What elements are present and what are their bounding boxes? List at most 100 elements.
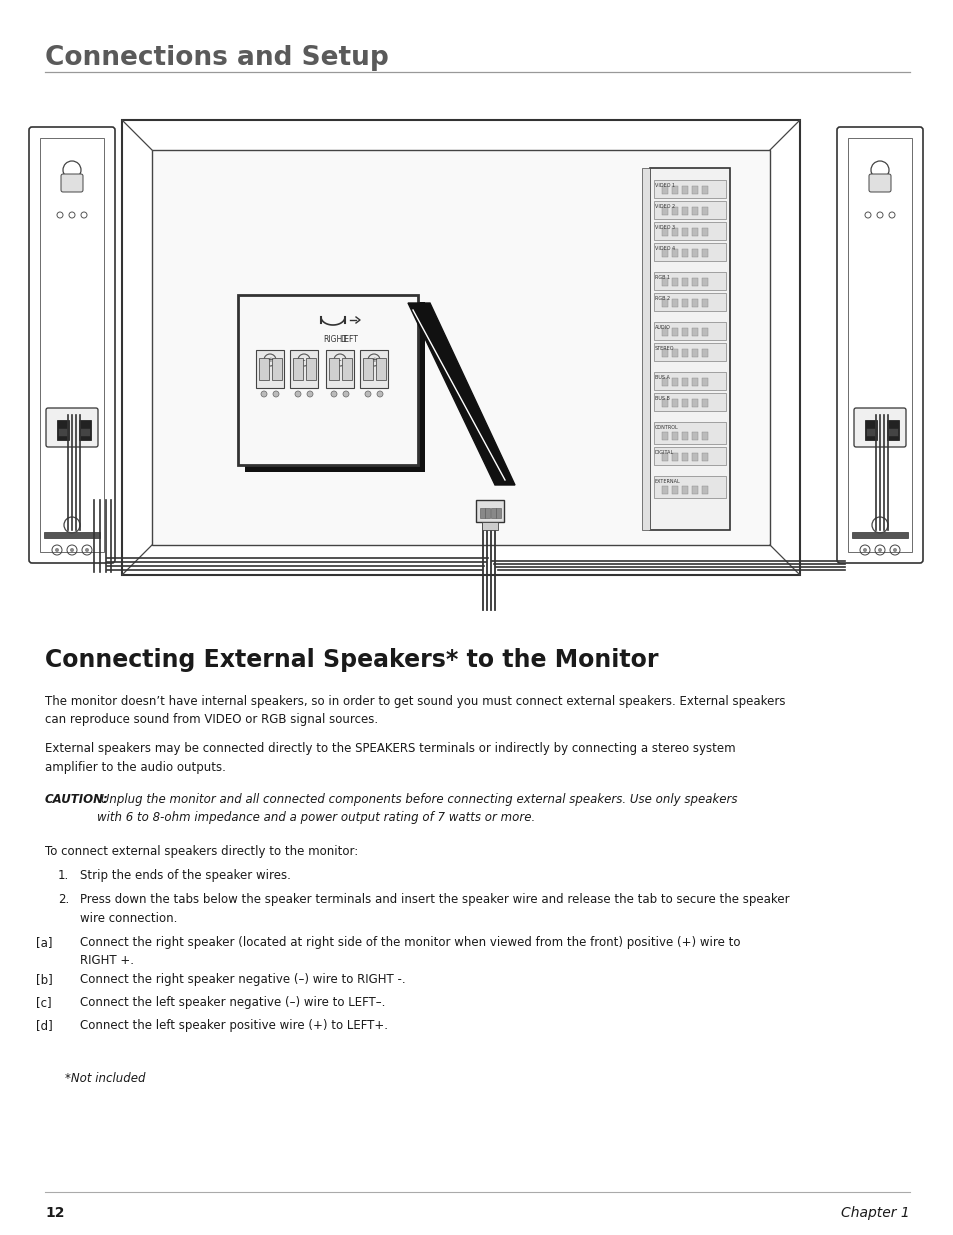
Bar [654, 322, 725, 340]
Bar [701, 350, 707, 357]
Bar [654, 343, 725, 361]
Text: External speakers may be connected directly to the SPEAKERS terminals or indirec: External speakers may be connected direc… [45, 742, 735, 773]
Bar [691, 299, 698, 308]
Bar [661, 378, 667, 387]
Polygon shape [408, 303, 515, 485]
Bar [484, 508, 490, 517]
Circle shape [376, 391, 382, 396]
Circle shape [294, 391, 301, 396]
Bar [691, 487, 698, 494]
Bar [691, 432, 698, 440]
Bar [80, 429, 90, 436]
Text: +: + [371, 357, 376, 363]
Circle shape [331, 391, 336, 396]
Bar [306, 358, 315, 380]
Text: Connections and Setup: Connections and Setup [45, 44, 388, 70]
Text: 1.: 1. [58, 869, 70, 882]
Bar [79, 420, 91, 440]
Bar [671, 278, 678, 287]
Bar [681, 432, 687, 440]
Bar [654, 293, 725, 311]
Bar [864, 420, 876, 440]
Circle shape [307, 391, 313, 396]
Text: DIGITAL: DIGITAL [655, 450, 674, 454]
Text: Chapter 1: Chapter 1 [841, 1207, 909, 1220]
Bar [40, 138, 104, 552]
Bar [851, 532, 907, 538]
Bar [681, 207, 687, 215]
Bar [152, 149, 769, 545]
Bar [681, 487, 687, 494]
Text: Unplug the monitor and all connected components before connecting external speak: Unplug the monitor and all connected com… [97, 793, 737, 825]
Bar [654, 272, 725, 290]
Bar [671, 399, 678, 408]
Bar [341, 358, 352, 380]
Bar [329, 358, 338, 380]
Bar [701, 299, 707, 308]
Circle shape [343, 391, 349, 396]
Circle shape [261, 391, 267, 396]
Text: Connect the right speaker negative (–) wire to RIGHT -.: Connect the right speaker negative (–) w… [80, 973, 405, 986]
FancyBboxPatch shape [853, 408, 905, 447]
Bar [886, 420, 898, 440]
Bar [671, 329, 678, 336]
Circle shape [273, 391, 278, 396]
Bar [654, 422, 725, 445]
Text: AUDIO: AUDIO [655, 325, 670, 330]
Bar [363, 358, 373, 380]
Bar [701, 278, 707, 287]
Circle shape [877, 548, 882, 552]
Bar [691, 228, 698, 236]
Bar [691, 186, 698, 194]
Bar [654, 372, 725, 390]
Text: VIDEO 2: VIDEO 2 [655, 204, 675, 209]
Bar [245, 303, 424, 472]
Bar [293, 358, 303, 380]
Text: [a]: [a] [36, 936, 52, 948]
Text: Connect the right speaker (located at right side of the monitor when viewed from: Connect the right speaker (located at ri… [80, 936, 740, 967]
Bar [681, 278, 687, 287]
Bar [661, 278, 667, 287]
Text: RGB 2: RGB 2 [655, 296, 669, 301]
Text: STEREO: STEREO [655, 346, 674, 351]
Bar [701, 378, 707, 387]
Text: The monitor doesn’t have internal speakers, so in order to get sound you must co: The monitor doesn’t have internal speake… [45, 695, 784, 726]
Bar [691, 399, 698, 408]
FancyBboxPatch shape [29, 127, 115, 563]
Bar [681, 329, 687, 336]
Bar [681, 228, 687, 236]
Bar [865, 429, 875, 436]
Text: -: - [302, 357, 305, 363]
Text: RIGHT: RIGHT [323, 335, 347, 345]
FancyBboxPatch shape [836, 127, 923, 563]
Bar [671, 207, 678, 215]
Bar [671, 350, 678, 357]
Text: VIDEO 1: VIDEO 1 [655, 183, 675, 188]
Bar [671, 249, 678, 257]
Bar [122, 120, 800, 576]
Text: BUS B: BUS B [655, 396, 669, 401]
Bar [887, 429, 897, 436]
Bar [479, 508, 484, 517]
Bar [326, 350, 354, 388]
Text: Connect the left speaker positive wire (+) to LEFT+.: Connect the left speaker positive wire (… [80, 1019, 388, 1032]
Circle shape [55, 548, 59, 552]
Text: VIDEO 4: VIDEO 4 [655, 246, 675, 251]
Circle shape [70, 548, 74, 552]
Bar [681, 378, 687, 387]
Bar [496, 508, 500, 517]
Text: 12: 12 [45, 1207, 65, 1220]
Text: +: + [267, 357, 273, 363]
Bar [691, 278, 698, 287]
Text: [c]: [c] [36, 995, 51, 1009]
Bar [654, 475, 725, 498]
Text: LEFT: LEFT [339, 335, 357, 345]
Bar [654, 222, 725, 240]
Bar [654, 180, 725, 198]
Bar [476, 500, 503, 522]
Bar [661, 487, 667, 494]
Bar [671, 378, 678, 387]
Text: Connect the left speaker negative (–) wire to LEFT–.: Connect the left speaker negative (–) wi… [80, 995, 385, 1009]
Bar [661, 299, 667, 308]
Text: [b]: [b] [36, 973, 52, 986]
